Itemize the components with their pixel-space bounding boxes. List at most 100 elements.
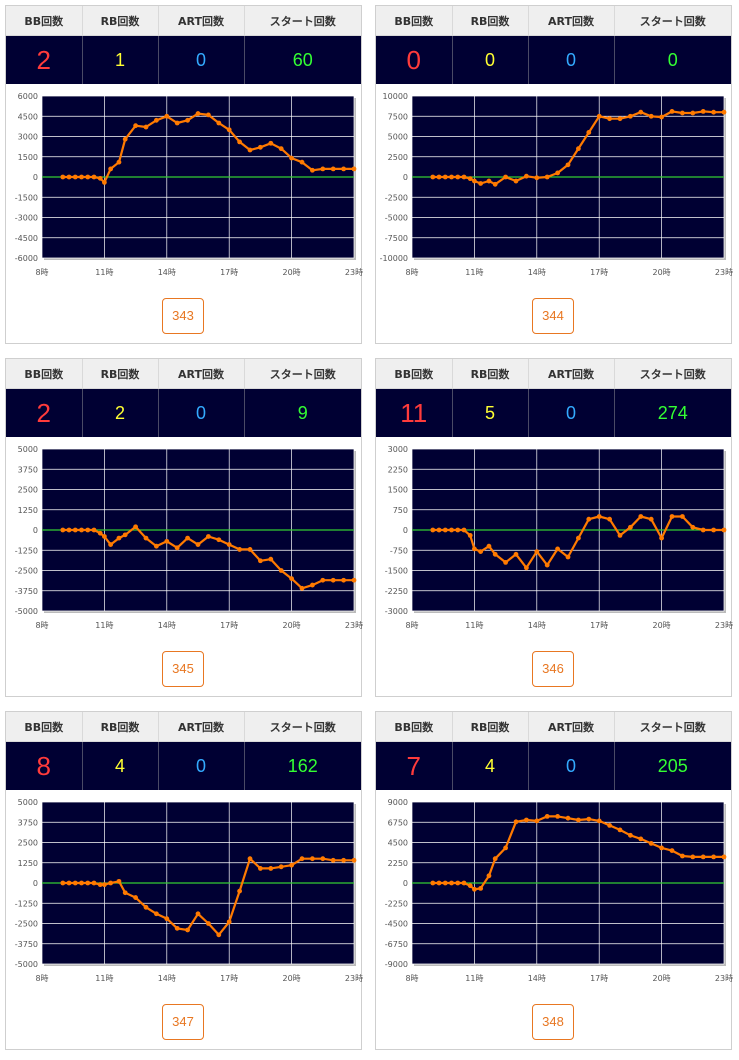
art-header: ART回数: [528, 6, 615, 36]
data-point: [341, 166, 346, 172]
x-tick-label: 20時: [653, 621, 671, 630]
y-tick-label: -1250: [15, 899, 38, 908]
data-point: [174, 120, 180, 126]
y-tick-label: 6750: [388, 818, 408, 827]
y-tick-label: 0: [403, 526, 408, 535]
start-header: スタート回数: [614, 359, 731, 389]
data-point: [513, 551, 519, 557]
data-point: [455, 527, 461, 533]
y-tick-label: 2250: [388, 465, 408, 474]
data-point: [721, 527, 727, 533]
data-point: [492, 856, 498, 862]
data-point: [659, 845, 664, 851]
data-point: [164, 916, 170, 922]
data-point: [555, 170, 560, 176]
data-point: [690, 854, 696, 860]
data-point: [174, 925, 180, 931]
slump-chart: 6000 4500 3000 1500 0 -1500 -3000 -4500 -6000 8時 1…: [15, 92, 363, 277]
data-point: [503, 560, 508, 565]
machine-number-button[interactable]: 346: [532, 651, 574, 687]
data-point: [472, 178, 477, 184]
data-point: [436, 527, 442, 533]
data-point: [79, 880, 84, 886]
data-point: [216, 537, 222, 543]
data-point: [206, 112, 211, 118]
data-point: [79, 174, 84, 180]
machine-number-button[interactable]: 348: [532, 1004, 574, 1040]
data-point: [669, 848, 675, 853]
art-count: 0: [528, 35, 615, 84]
y-tick-label: -5000: [385, 214, 408, 223]
machine-number-button[interactable]: 347: [162, 1004, 204, 1040]
rb-header: RB回数: [82, 359, 159, 389]
data-point: [430, 880, 436, 886]
data-point: [690, 110, 696, 116]
data-point: [310, 856, 315, 862]
y-tick-label: 2500: [18, 486, 38, 495]
data-point: [534, 818, 540, 824]
data-point: [628, 524, 633, 530]
rb-count: 0: [452, 35, 529, 84]
x-tick-label: 17時: [220, 268, 238, 277]
rb-header: RB回数: [82, 6, 159, 36]
data-point: [351, 166, 357, 172]
data-point: [237, 888, 243, 894]
bb-header: BB回数: [376, 712, 453, 742]
rb-count: 1: [82, 35, 159, 84]
bb-header: BB回数: [6, 712, 83, 742]
rb-count: 4: [452, 741, 529, 790]
y-tick-label: -6750: [385, 940, 408, 949]
slump-chart: 9000 6750 4500 2250 0 -2250 -4500 -6750 -9000 8時 1…: [385, 798, 733, 983]
x-tick-label: 8時: [405, 974, 418, 983]
data-point: [247, 547, 253, 552]
bb-header: BB回数: [376, 359, 453, 389]
machine-card: BB回数 RB回数 ART回数 スタート回数 8 4 0 162 347 500…: [5, 711, 363, 1050]
data-point: [206, 534, 211, 539]
data-point: [299, 585, 305, 591]
start-header: スタート回数: [244, 712, 361, 742]
data-point: [206, 921, 211, 926]
y-tick-label: 4500: [18, 112, 38, 121]
y-tick-label: 1500: [388, 486, 408, 495]
x-tick-label: 14時: [158, 974, 176, 983]
data-point: [320, 577, 326, 583]
data-point: [472, 886, 477, 892]
machine-number-button[interactable]: 345: [162, 651, 204, 687]
data-point: [576, 535, 581, 541]
data-point: [472, 546, 477, 552]
data-point: [60, 527, 66, 533]
x-tick-label: 20時: [283, 974, 301, 983]
data-point: [711, 527, 716, 533]
data-point: [467, 176, 473, 182]
rb-header: RB回数: [452, 6, 529, 36]
bb-header: BB回数: [6, 359, 83, 389]
bb-count: 2: [6, 388, 83, 437]
start-count: 0: [614, 35, 731, 84]
data-point: [628, 832, 633, 838]
machine-number-button[interactable]: 344: [532, 298, 574, 334]
rb-header: RB回数: [452, 712, 529, 742]
stats-table: BB回数 RB回数 ART回数 スタート回数 2 1 0 60: [6, 6, 361, 84]
data-point: [164, 113, 170, 119]
data-point: [185, 535, 191, 541]
data-point: [91, 880, 97, 886]
y-tick-label: -2250: [385, 899, 408, 908]
y-tick-label: 3000: [18, 133, 38, 142]
y-tick-label: -3000: [385, 607, 408, 616]
data-point: [449, 880, 454, 886]
data-point: [133, 123, 138, 129]
data-point: [617, 116, 623, 122]
x-tick-label: 11時: [95, 268, 113, 277]
data-point: [85, 174, 91, 180]
data-point: [154, 543, 159, 549]
y-tick-label: -2500: [15, 920, 38, 929]
data-point: [237, 139, 243, 145]
machine-number-button[interactable]: 343: [162, 298, 204, 334]
data-point: [503, 845, 508, 851]
data-point: [513, 178, 519, 184]
x-tick-label: 20時: [283, 621, 301, 630]
y-tick-label: 0: [33, 173, 38, 182]
data-point: [289, 576, 294, 581]
data-point: [216, 120, 222, 126]
y-tick-label: -2500: [385, 193, 408, 202]
